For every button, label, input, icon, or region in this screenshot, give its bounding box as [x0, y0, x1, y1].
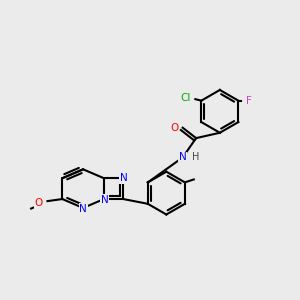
Text: N: N [101, 195, 108, 205]
Text: H: H [192, 152, 200, 162]
Text: O: O [170, 123, 178, 133]
Text: N: N [79, 204, 87, 214]
Text: Cl: Cl [181, 93, 191, 103]
Text: N: N [179, 152, 187, 162]
Text: N: N [120, 173, 128, 183]
Text: F: F [246, 96, 252, 106]
Text: O: O [35, 199, 43, 208]
